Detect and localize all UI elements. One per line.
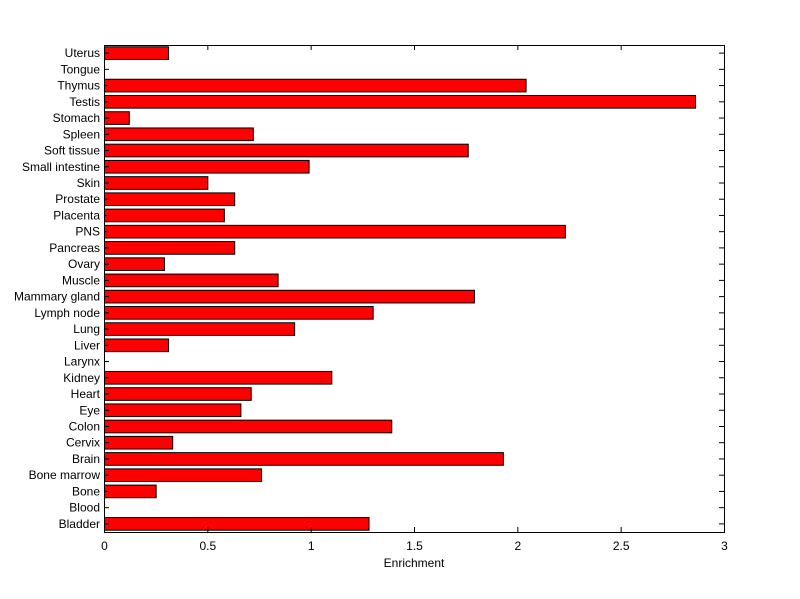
y-tick-label-placenta: Placenta (53, 208, 100, 222)
y-tick-label-pancreas: Pancreas (49, 241, 100, 255)
y-tick-label-lung: Lung (73, 322, 100, 336)
bar-liver (104, 338, 170, 353)
bar-bone (104, 484, 157, 499)
y-tick-label-bladder: Bladder (59, 517, 100, 531)
bar-pns (104, 224, 566, 239)
y-tick-label-bone-marrow: Bone marrow (29, 468, 101, 482)
bar-colon (104, 419, 393, 434)
x-tick-label: 0 (101, 539, 108, 553)
y-tick-label-pns: PNS (75, 225, 100, 239)
x-tick-label: 1 (308, 539, 315, 553)
bar-small-intestine (104, 159, 310, 174)
y-tick-label-stomach: Stomach (53, 111, 100, 125)
y-tick-label-tongue: Tongue (61, 62, 101, 76)
y-tick-label-cervix: Cervix (66, 436, 100, 450)
bar-heart (104, 387, 252, 401)
y-tick-label-muscle: Muscle (62, 273, 100, 287)
bar-thymus (104, 78, 527, 93)
y-tick-label-colon: Colon (69, 419, 100, 433)
y-tick-label-thymus: Thymus (57, 79, 100, 93)
y-tick-label-lymph-node: Lymph node (34, 306, 100, 320)
bar-pancreas (104, 241, 236, 255)
y-category-labels: Bladder Blood Bone Bone marrow Brain Cervix Co… (14, 46, 101, 531)
y-tick-label-liver: Liver (74, 338, 100, 352)
bar-bladder (104, 517, 370, 531)
bar-ovary (104, 257, 165, 271)
bar-prostate (104, 192, 236, 207)
bar-uterus (104, 46, 170, 60)
bar-bone-marrow (104, 468, 263, 483)
y-tick-label-small-intestine: Small intestine (22, 160, 100, 174)
y-tick-label-skin: Skin (77, 176, 100, 190)
y-tick-label-kidney: Kidney (63, 371, 100, 385)
x-tick-labels: 0 0.5 1 1.5 2 2.5 3 (101, 539, 728, 553)
y-tick-label-spleen: Spleen (63, 127, 100, 141)
bar-muscle (104, 273, 279, 288)
bar-soft-tissue (104, 143, 469, 158)
x-tick-label: 1.5 (406, 539, 423, 553)
y-tick-label-uterus: Uterus (65, 46, 100, 60)
x-tick-label: 2 (514, 539, 521, 553)
y-tick-label-mammary-gland: Mammary gland (14, 290, 100, 304)
plot-frame (104, 45, 725, 533)
x-tick-label: 0.5 (199, 539, 216, 553)
y-tick-label-bone: Bone (72, 484, 100, 498)
bar-brain (104, 452, 504, 466)
bar-testis (104, 94, 697, 109)
y-tick-label-larynx: Larynx (64, 355, 100, 369)
y-tick-label-testis: Testis (69, 95, 100, 109)
y-tick-label-brain: Brain (72, 452, 100, 466)
y-tick-label-heart: Heart (71, 387, 101, 401)
bar-skin (104, 176, 209, 190)
x-tick-label: 2.5 (613, 539, 630, 553)
bar-mammary-gland (104, 289, 475, 304)
bar-lymph-node (104, 306, 374, 320)
bar-lung (104, 322, 296, 336)
x-tick-label: 3 (721, 539, 728, 553)
bar-eye (104, 403, 242, 418)
y-tick-label-ovary: Ovary (68, 257, 100, 271)
y-tick-label-soft-tissue: Soft tissue (44, 144, 100, 158)
x-axis-label: Enrichment (384, 556, 445, 570)
y-tick-label-eye: Eye (79, 403, 100, 417)
bar-placenta (104, 208, 225, 223)
y-tick-label-prostate: Prostate (55, 192, 100, 206)
y-tick-label-blood: Blood (69, 501, 100, 515)
bar-spleen (104, 127, 254, 142)
bar-kidney (104, 370, 333, 385)
bar-cervix (104, 435, 174, 450)
